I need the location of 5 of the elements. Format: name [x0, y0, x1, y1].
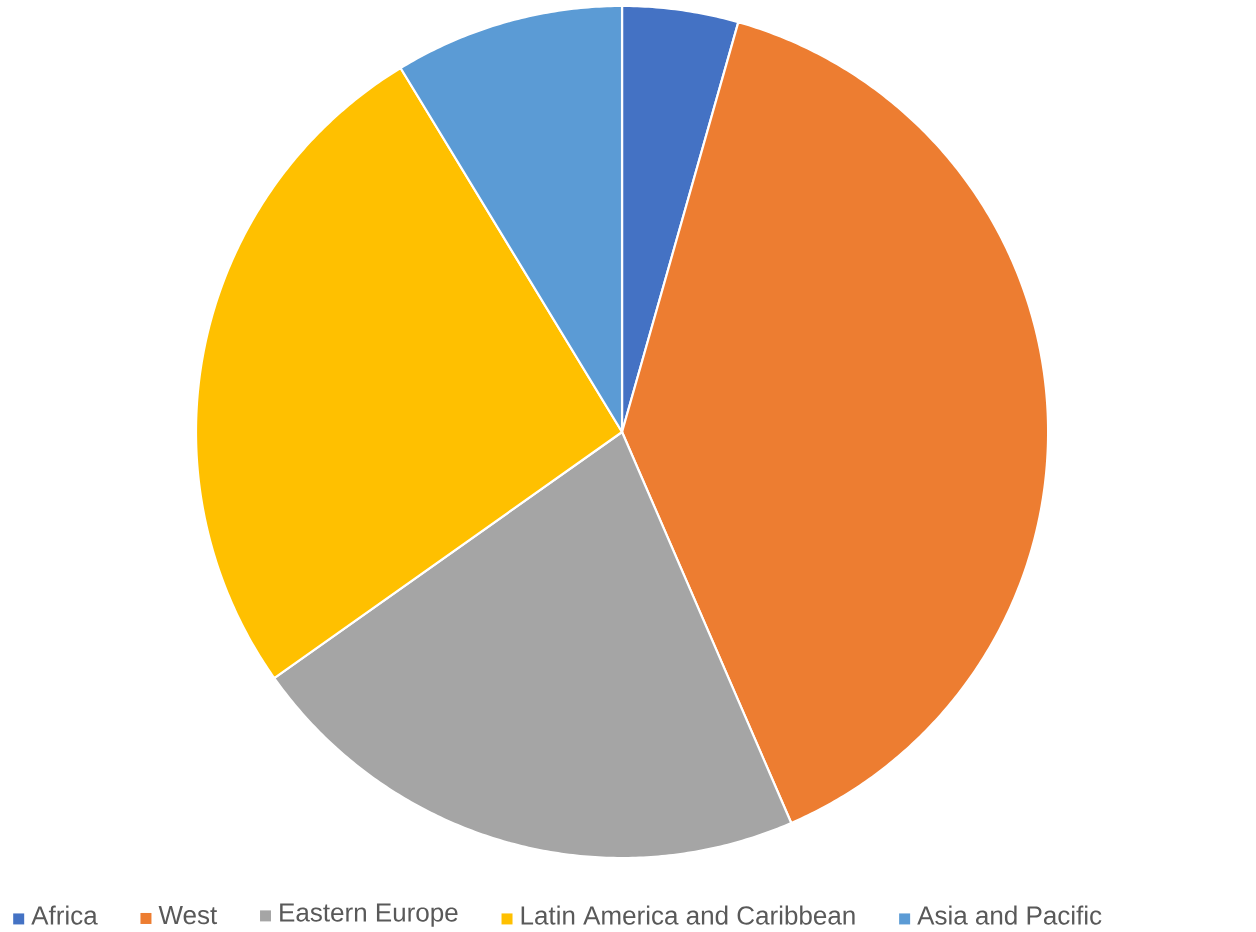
- legend-label: West: [158, 905, 218, 925]
- legend-label: Africa: [31, 905, 98, 925]
- legend-label: Eastern Europe: [280, 903, 458, 927]
- legend-label: Asia and Pacific: [917, 905, 1102, 925]
- legend-label: Latin America and Caribbean: [521, 905, 855, 925]
